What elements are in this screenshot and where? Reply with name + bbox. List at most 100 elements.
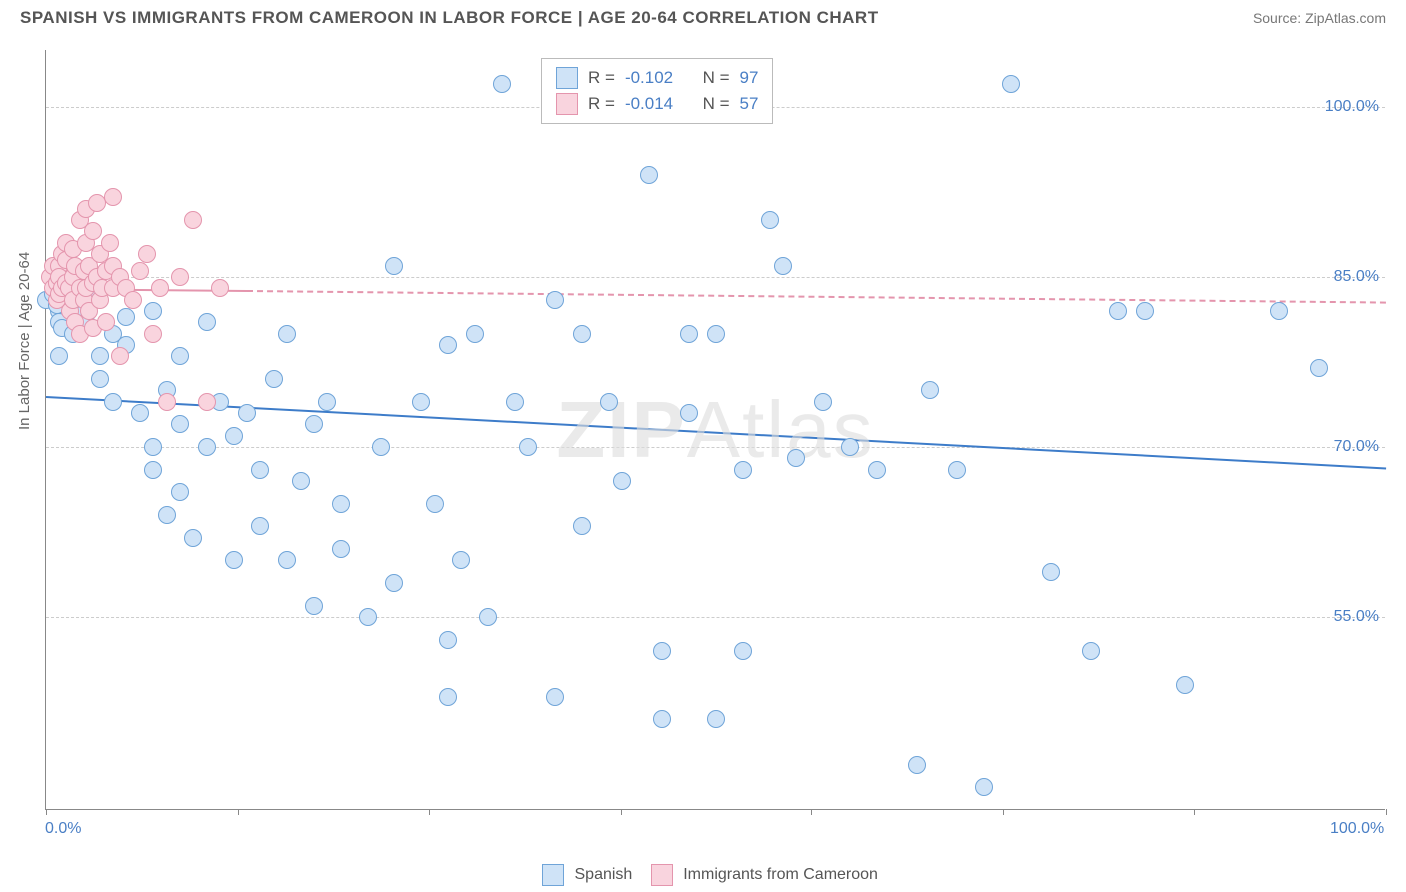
legend-stats-row: R = -0.102 N = 97 [556,65,758,91]
data-point [734,461,752,479]
data-point [385,574,403,592]
x-tick [621,809,622,815]
data-point [50,347,68,365]
data-point [131,262,149,280]
data-point [318,393,336,411]
data-point [97,313,115,331]
data-point [184,211,202,229]
data-point [198,438,216,456]
source-attribution: Source: ZipAtlas.com [1253,10,1386,26]
gridline [46,277,1385,278]
data-point [158,506,176,524]
data-point [774,257,792,275]
legend-swatch-spanish [556,67,578,89]
data-point [707,710,725,728]
data-point [91,347,109,365]
data-point [184,529,202,547]
legend-swatch-spanish [542,864,564,886]
data-point [84,222,102,240]
data-point [761,211,779,229]
data-point [171,268,189,286]
data-point [305,415,323,433]
data-point [171,483,189,501]
data-point [158,393,176,411]
data-point [198,313,216,331]
data-point [948,461,966,479]
data-point [640,166,658,184]
data-point [680,404,698,422]
data-point [198,393,216,411]
x-tick [1386,809,1387,815]
data-point [573,517,591,535]
y-axis-label: In Labor Force | Age 20-64 [16,252,33,430]
x-tick [46,809,47,815]
data-point [251,461,269,479]
data-point [1270,302,1288,320]
data-point [466,325,484,343]
x-tick [238,809,239,815]
chart-title: SPANISH VS IMMIGRANTS FROM CAMEROON IN L… [20,8,879,28]
y-tick-label: 85.0% [1334,268,1379,286]
n-value-cameroon: 57 [740,94,759,114]
data-point [1176,676,1194,694]
data-point [104,188,122,206]
data-point [439,631,457,649]
y-tick-label: 100.0% [1325,98,1379,116]
data-point [452,551,470,569]
data-point [305,597,323,615]
data-point [101,234,119,252]
data-point [412,393,430,411]
data-point [332,540,350,558]
data-point [814,393,832,411]
data-point [151,279,169,297]
data-point [519,438,537,456]
data-point [171,347,189,365]
trend-line [247,290,1386,304]
legend-stats-row: R = -0.014 N = 57 [556,91,758,117]
data-point [359,608,377,626]
data-point [117,308,135,326]
data-point [171,415,189,433]
n-label: N = [703,68,730,88]
data-point [573,325,591,343]
gridline [46,447,1385,448]
r-label: R = [588,68,615,88]
data-point [144,325,162,343]
r-label: R = [588,94,615,114]
data-point [131,404,149,422]
y-tick-label: 70.0% [1334,438,1379,456]
data-point [138,245,156,263]
x-tick [1194,809,1195,815]
data-point [1082,642,1100,660]
data-point [506,393,524,411]
data-point [332,495,350,513]
data-point [1310,359,1328,377]
data-point [653,642,671,660]
data-point [653,710,671,728]
data-point [680,325,698,343]
data-point [211,279,229,297]
legend-swatch-cameroon [556,93,578,115]
source-link[interactable]: ZipAtlas.com [1305,10,1386,26]
data-point [479,608,497,626]
data-point [104,393,122,411]
data-point [841,438,859,456]
x-tick-label: 0.0% [45,820,81,838]
n-value-spanish: 97 [740,68,759,88]
data-point [238,404,256,422]
scatter-chart: ZIPAtlas R = -0.102 N = 97 R = -0.014 N … [45,50,1385,810]
data-point [546,291,564,309]
legend-stats-box: R = -0.102 N = 97 R = -0.014 N = 57 [541,58,773,124]
legend-bottom: Spanish Immigrants from Cameroon [0,864,1406,886]
data-point [600,393,618,411]
data-point [493,75,511,93]
data-point [144,302,162,320]
data-point [787,449,805,467]
data-point [111,347,129,365]
data-point [426,495,444,513]
r-value-cameroon: -0.014 [625,94,673,114]
data-point [278,551,296,569]
data-point [372,438,390,456]
data-point [1136,302,1154,320]
data-point [91,370,109,388]
